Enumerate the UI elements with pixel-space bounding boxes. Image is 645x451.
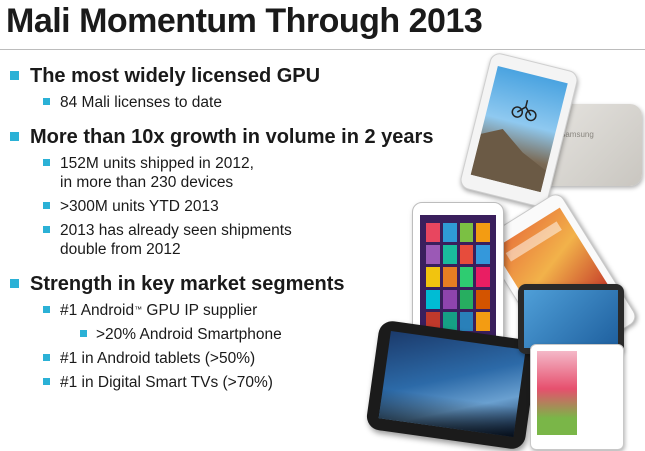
brand-label: Samsung [560,130,594,139]
bullet-square-icon [43,98,50,105]
bullet-text-line1: 152M units shipped in 2012, [60,155,254,172]
section-heading-market-segments: Strength in key market segments [8,272,488,296]
bullet-item: 2013 has already seen shipments double f… [8,221,488,259]
section-heading-growth: More than 10x growth in volume in 2 year… [8,125,488,149]
bullet-list: The most widely licensed GPU 84 Mali lic… [8,64,488,392]
bullet-square-icon [43,226,50,233]
bullet-item: #1 in Digital Smart TVs (>70%) [8,373,488,392]
bullet-item: >300M units YTD 2013 [8,197,488,216]
biker-icon [470,99,546,193]
bullet-text-line2: double from 2012 [60,241,181,258]
bullet-item: 152M units shipped in 2012, in more than… [8,154,488,192]
bullet-item: 84 Mali licenses to date [8,93,488,112]
sub-bullet-item: >20% Android Smartphone [8,325,488,344]
bullet-square-icon [80,330,87,337]
bullet-text-suffix: GPU IP supplier [142,302,258,319]
bullet-text: #1 in Digital Smart TVs (>70%) [60,374,273,391]
tulip-tablet-image [530,344,624,450]
heading-text: More than 10x growth in volume in 2 year… [30,126,434,148]
bullet-text: #1 Android [60,302,135,319]
white-tablet-bike-image [458,51,580,209]
bullet-square-icon [43,159,50,166]
bullet-item: #1 in Android tablets (>50%) [8,349,488,368]
device-collage: Samsung [365,51,645,451]
bullet-square-icon [43,306,50,313]
section-heading-licensed-gpu: The most widely licensed GPU [8,64,488,88]
bullet-square-icon [43,354,50,361]
bullet-square-icon [43,378,50,385]
bullet-text: >300M units YTD 2013 [60,198,219,215]
bullet-item: #1 Android™ GPU IP supplier [8,301,488,320]
bullet-text-line1: 2013 has already seen shipments [60,222,292,239]
bullet-text: 84 Mali licenses to date [60,94,222,111]
bullet-text: #1 in Android tablets (>50%) [60,350,256,367]
bullet-square-icon [43,202,50,209]
bullet-text-line2: in more than 230 devices [60,174,234,191]
bullet-square-icon [10,279,19,288]
dark-tablet-image [518,284,624,354]
bullet-square-icon [10,132,19,141]
heading-text: The most widely licensed GPU [30,65,321,87]
title-divider [0,49,645,50]
heading-text: Strength in key market segments [30,273,345,295]
nexus-tablet-image [365,319,539,451]
slide-title: Mali Momentum Through 2013 [6,2,483,40]
bullet-text: >20% Android Smartphone [96,326,282,343]
bullet-square-icon [10,71,19,80]
trademark-mark: ™ [134,305,143,314]
